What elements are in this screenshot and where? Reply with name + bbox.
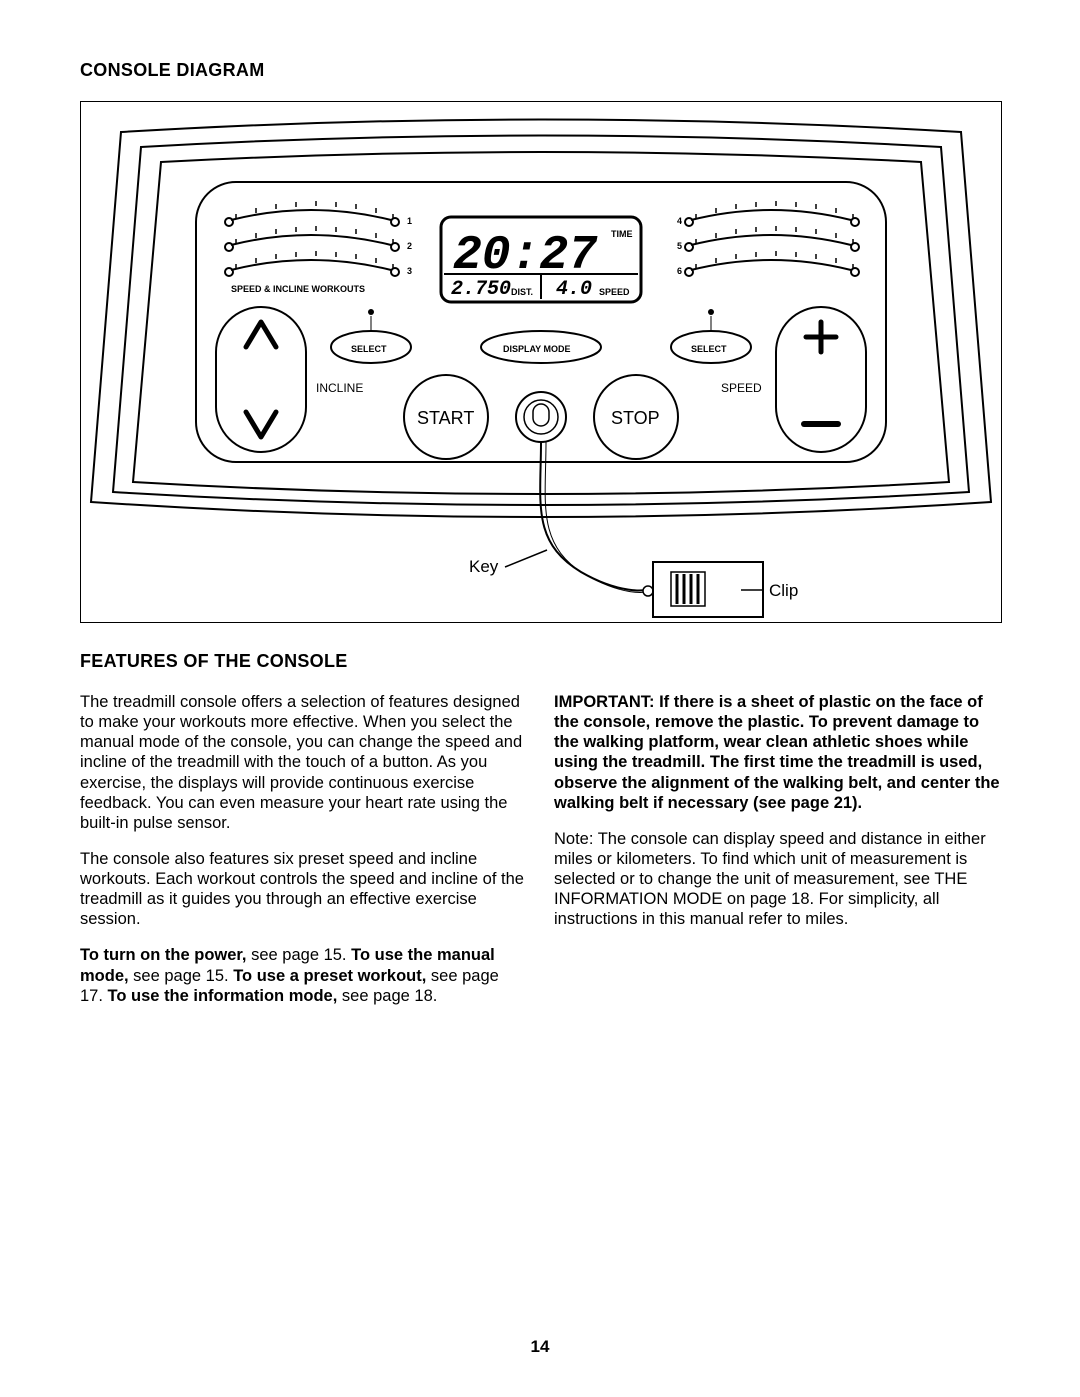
console-diagram-svg: 1 2 3 SPEED & INCLINE WORKOUTS 4 5 6	[81, 102, 1001, 622]
workout-num-4: 4	[677, 216, 682, 226]
lcd-speed-label: SPEED	[599, 287, 630, 297]
important-paragraph: IMPORTANT: If there is a sheet of plasti…	[554, 692, 1000, 813]
workouts-label: SPEED & INCLINE WORKOUTS	[231, 284, 365, 294]
stop-label: STOP	[611, 408, 660, 428]
column-right: IMPORTANT: If there is a sheet of plasti…	[554, 692, 1000, 1022]
select-label-left: SELECT	[351, 344, 387, 354]
text-run: see page 15.	[129, 967, 234, 985]
display-mode-label: DISPLAY MODE	[503, 344, 571, 354]
workout-num-6: 6	[677, 266, 682, 276]
clip-icon	[671, 572, 705, 606]
body-columns: The treadmill console offers a selection…	[80, 692, 1000, 1022]
workout-num-2: 2	[407, 241, 412, 251]
section-title: CONSOLE DIAGRAM	[80, 60, 1000, 81]
clip-label: Clip	[769, 581, 798, 600]
start-label: START	[417, 408, 474, 428]
paragraph: To turn on the power, see page 15. To us…	[80, 945, 526, 1005]
indicator-dot	[368, 309, 374, 315]
bold-run: To turn on the power,	[80, 946, 247, 964]
paragraph: The console also features six preset spe…	[80, 849, 526, 930]
text-run: see page 15.	[247, 946, 352, 964]
incline-label: INCLINE	[316, 381, 363, 395]
features-heading: FEATURES OF THE CONSOLE	[80, 651, 1000, 672]
lcd-time-label: TIME	[611, 229, 633, 239]
incline-pad	[216, 307, 306, 452]
lcd-display: 20:27 TIME 2.750 DIST. 4.0 SPEED	[441, 217, 641, 302]
safety-key-slot[interactable]	[516, 392, 566, 442]
paragraph: The treadmill console offers a selection…	[80, 692, 526, 833]
workout-num-5: 5	[677, 241, 682, 251]
console-diagram: 1 2 3 SPEED & INCLINE WORKOUTS 4 5 6	[80, 101, 1002, 623]
text-run: see page 18.	[337, 987, 437, 1005]
select-label-right: SELECT	[691, 344, 727, 354]
lcd-speed: 4.0	[556, 278, 592, 301]
bold-run: To use the information mode,	[108, 987, 338, 1005]
page-number: 14	[0, 1337, 1080, 1357]
lcd-dist: 2.750	[451, 278, 511, 301]
speed-label: SPEED	[721, 381, 762, 395]
paragraph: Note: The console can display speed and …	[554, 829, 1000, 930]
indicator-dot-right	[708, 309, 714, 315]
bold-run: To use a preset workout,	[233, 967, 426, 985]
workout-num-3: 3	[407, 266, 412, 276]
lcd-dist-label: DIST.	[511, 287, 533, 297]
key-label: Key	[469, 557, 499, 576]
column-left: The treadmill console offers a selection…	[80, 692, 526, 1022]
workout-num-1: 1	[407, 216, 412, 226]
